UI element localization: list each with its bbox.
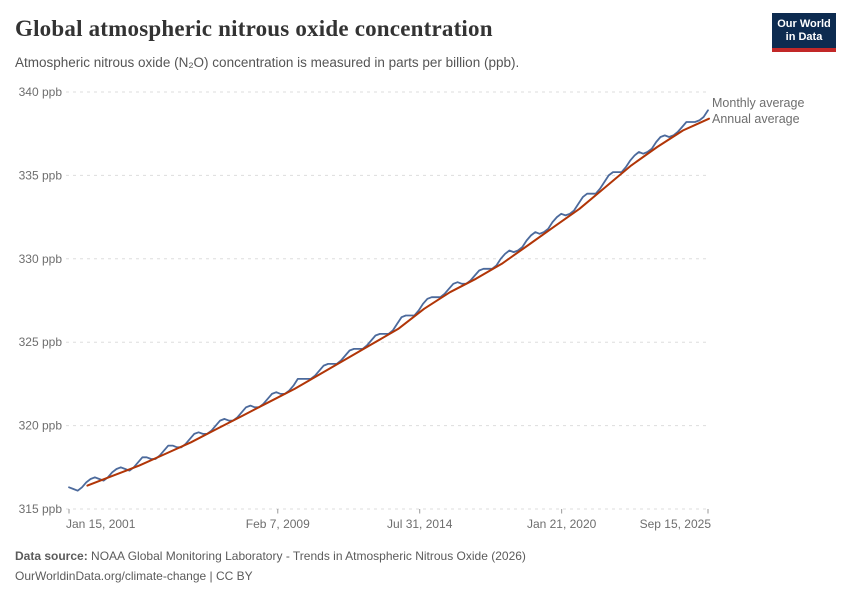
- owid-logo-line2: in Data: [785, 30, 823, 43]
- y-axis-label: 325 ppb: [19, 335, 63, 349]
- chart-footer: Data source: NOAA Global Monitoring Labo…: [15, 549, 526, 589]
- owid-logo-line1: Our World: [777, 17, 831, 30]
- y-axis-label: 335 ppb: [19, 168, 63, 182]
- footer-links[interactable]: OurWorldinData.org/climate-change | CC B…: [15, 569, 253, 583]
- x-axis-label: Jul 31, 2014: [387, 517, 453, 531]
- x-axis-label: Feb 7, 2009: [246, 517, 310, 531]
- page-title: Global atmospheric nitrous oxide concent…: [15, 16, 493, 41]
- annual-average-line[interactable]: [86, 117, 710, 487]
- y-axis-label: 330 ppb: [19, 252, 63, 266]
- data-source-text: NOAA Global Monitoring Laboratory - Tren…: [91, 549, 526, 563]
- monthly-average-line[interactable]: [68, 109, 709, 492]
- legend-monthly-average[interactable]: Monthly average: [712, 96, 804, 110]
- y-axis-label: 315 ppb: [19, 502, 63, 516]
- data-source-label: Data source:: [15, 549, 88, 563]
- data-source-line: Data source: NOAA Global Monitoring Labo…: [15, 549, 526, 563]
- x-axis-label: Sep 15, 2025: [640, 517, 712, 531]
- legend-annual-average[interactable]: Annual average: [712, 112, 800, 126]
- y-axis-label: 340 ppb: [19, 85, 63, 99]
- x-axis-label: Jan 21, 2020: [527, 517, 597, 531]
- owid-logo[interactable]: Our World in Data: [772, 13, 836, 52]
- y-axis-label: 320 ppb: [19, 419, 63, 433]
- x-axis-label: Jan 15, 2001: [66, 517, 136, 531]
- chart-subtitle: Atmospheric nitrous oxide (N₂O) concentr…: [15, 55, 520, 70]
